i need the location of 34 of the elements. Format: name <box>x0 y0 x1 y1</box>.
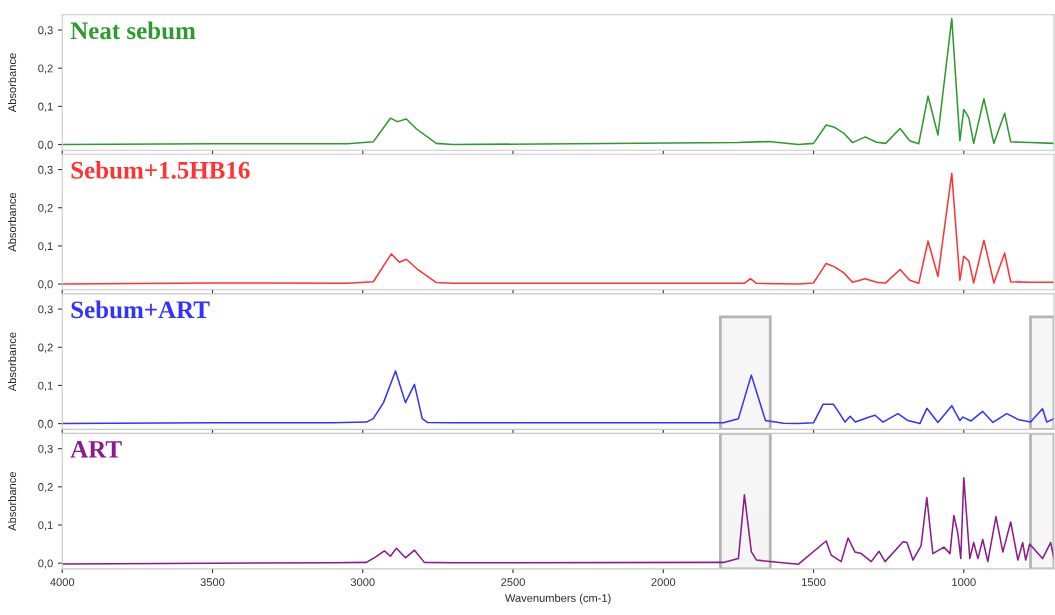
y-tick-label: 0,1 <box>38 521 53 531</box>
y-tick-label: 0,1 <box>38 242 53 252</box>
y-tick-label: 0,1 <box>38 381 53 391</box>
x-tick-label: 2000 <box>651 578 676 587</box>
y-tick-label: 0,0 <box>38 140 53 150</box>
chart-title: Sebum+ART <box>71 300 210 319</box>
x-tick-label: 1500 <box>802 578 826 587</box>
x-tick-label: 3000 <box>350 578 375 587</box>
y-tick-label: 0,3 <box>38 444 53 455</box>
x-axis-title: Wavenumbers (cm-1) <box>504 593 611 605</box>
y-axis-title: Absorbance <box>7 53 17 113</box>
y-tick-label: 0,0 <box>38 419 53 430</box>
y-axis-title: Absorbance <box>7 192 17 252</box>
y-tick-label: 0,2 <box>38 64 53 74</box>
y-tick-label: 0,3 <box>38 305 53 315</box>
y-tick-label: 0,3 <box>38 165 53 176</box>
y-tick-label: 0,1 <box>38 102 53 112</box>
line-series <box>62 370 1054 425</box>
x-tick-label: 2500 <box>501 578 525 587</box>
x-tick-label: 1000 <box>952 578 976 587</box>
line-series <box>62 476 1054 566</box>
y-tick-label: 0,0 <box>38 559 53 569</box>
y-axis-title: Absorbance <box>7 332 17 392</box>
x-tick-label: 4000 <box>50 578 75 587</box>
x-tick-label: 3500 <box>200 578 225 587</box>
y-axis-title: Absorbance <box>7 471 17 531</box>
chart-title: Sebum+1.5HB16 <box>71 161 250 179</box>
y-tick-label: 0,2 <box>38 483 53 493</box>
y-tick-label: 0,0 <box>38 280 53 290</box>
y-tick-label: 0,3 <box>38 26 53 36</box>
y-tick-label: 0,2 <box>38 204 53 214</box>
y-tick-label: 0,2 <box>38 343 53 353</box>
chart-title: Neat sebum <box>70 21 196 40</box>
chart-title: ART <box>70 441 122 458</box>
